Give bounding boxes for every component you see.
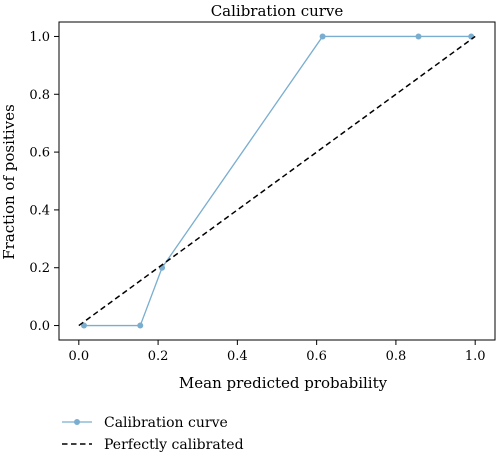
x-tick-label: 0.4 [227, 349, 248, 364]
x-axis-label: Mean predicted probability [179, 374, 388, 392]
data-point [415, 33, 422, 40]
x-tick-label: 0.8 [386, 349, 407, 364]
y-tick-label: 0.8 [29, 88, 50, 103]
y-tick-label: 0.2 [29, 261, 50, 276]
plot-frame [58, 21, 496, 341]
data-point [319, 33, 326, 40]
y-axis: 0.0 0.2 0.4 0.6 0.8 1.0 [29, 30, 59, 334]
x-tick-label: 1.0 [465, 349, 486, 364]
y-tick-label: 0.0 [29, 319, 50, 334]
x-tick-label: 0.0 [68, 349, 89, 364]
legend-label: Perfectly calibrated [104, 437, 244, 453]
data-point [80, 322, 87, 329]
legend-marker [74, 419, 80, 425]
y-axis-label: Fraction of positives [0, 104, 18, 260]
x-tick-label: 0.6 [306, 349, 327, 364]
y-tick-label: 1.0 [29, 30, 50, 45]
data-point [137, 322, 144, 329]
legend-label: Calibration curve [104, 415, 228, 431]
y-tick-label: 0.4 [29, 203, 50, 218]
chart-title: Calibration curve [211, 2, 344, 20]
x-axis: 0.0 0.2 0.4 0.6 0.8 1.0 [68, 340, 486, 364]
series-line [78, 35, 476, 327]
x-tick-label: 0.2 [148, 349, 169, 364]
series-layer [78, 33, 476, 329]
series-line [83, 35, 472, 327]
legend: Calibration curve Perfectly calibrated [62, 415, 244, 453]
y-tick-label: 0.6 [29, 146, 50, 161]
